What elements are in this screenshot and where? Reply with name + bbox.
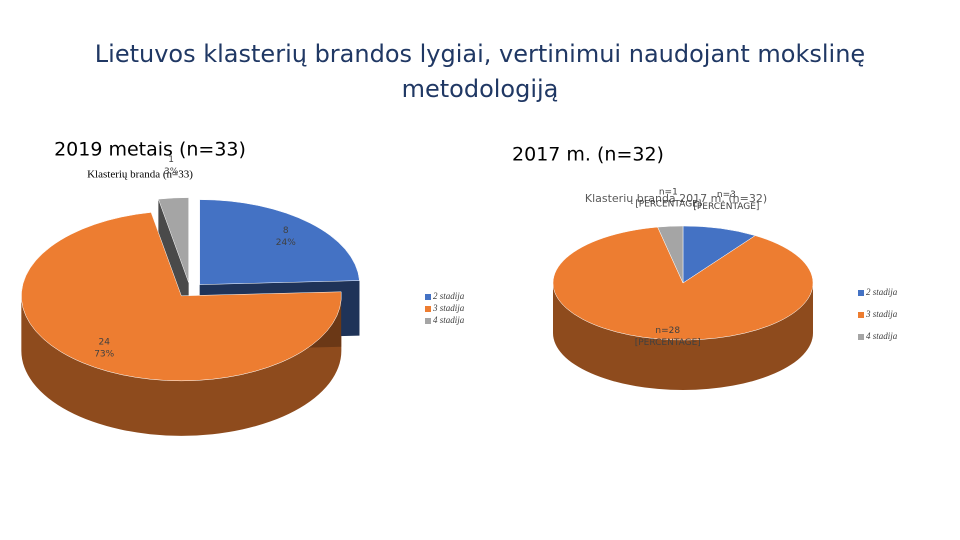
- legend-swatch: [425, 318, 431, 324]
- data-label: 24%: [276, 238, 296, 248]
- legend-swatch: [425, 294, 431, 300]
- subtitle: 2017 m. (n=32): [512, 144, 664, 166]
- slice: [199, 199, 360, 285]
- data-label: 73%: [94, 349, 114, 359]
- data-label: [PERCENTAGE]: [635, 199, 701, 209]
- data-label: 8: [283, 226, 289, 236]
- data-label: n=1: [659, 187, 678, 197]
- legend-label: 2 stadija: [433, 291, 465, 301]
- legend-swatch: [425, 306, 431, 312]
- subtitle: 2019 metais (n=33): [54, 139, 246, 161]
- legend-label: 3 stadija: [432, 303, 465, 313]
- data-label: 24: [98, 337, 110, 347]
- slice: [552, 226, 814, 341]
- legend-label: 4 stadija: [866, 331, 898, 341]
- slide-title: Lietuvos klasterių brandos lygiai, verti…: [95, 40, 865, 103]
- slice-side: [553, 283, 813, 390]
- legend-label: 4 stadija: [433, 315, 465, 325]
- slice: [158, 197, 189, 283]
- legend-swatch: [858, 290, 864, 296]
- slice: [21, 212, 342, 382]
- chart-title: Klasterių branda (n=33): [87, 169, 193, 181]
- slice-side: [21, 295, 342, 436]
- legend-label: 2 stadija: [866, 287, 898, 297]
- data-label: n=3: [717, 190, 736, 200]
- legend-swatch: [858, 312, 864, 318]
- data-label: n=28: [655, 326, 680, 336]
- legend-label: 3 stadija: [865, 309, 898, 319]
- data-label: [PERCENTAGE]: [693, 202, 759, 212]
- data-label: [PERCENTAGE]: [635, 338, 701, 348]
- slice: [657, 225, 684, 284]
- data-label: 3%: [164, 167, 179, 177]
- data-label: 1: [168, 155, 174, 165]
- chart-title: Klasterių branda 2017 m. (n=32): [585, 192, 767, 205]
- legend-swatch: [858, 334, 864, 340]
- slice: [682, 225, 756, 284]
